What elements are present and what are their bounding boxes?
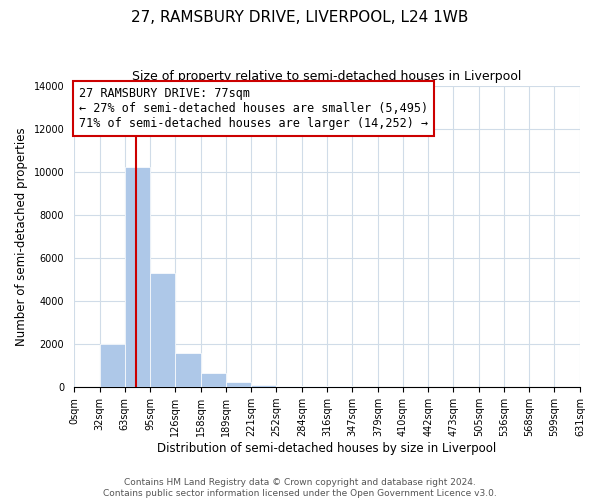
X-axis label: Distribution of semi-detached houses by size in Liverpool: Distribution of semi-detached houses by … <box>157 442 497 455</box>
Bar <box>125 168 150 387</box>
Bar <box>276 386 302 387</box>
Text: Contains HM Land Registry data © Crown copyright and database right 2024.
Contai: Contains HM Land Registry data © Crown c… <box>103 478 497 498</box>
Bar <box>150 273 175 387</box>
Bar <box>251 385 276 387</box>
Bar <box>175 352 201 387</box>
Bar <box>302 386 328 387</box>
Bar <box>328 386 352 387</box>
Text: 27, RAMSBURY DRIVE, LIVERPOOL, L24 1WB: 27, RAMSBURY DRIVE, LIVERPOOL, L24 1WB <box>131 10 469 25</box>
Bar <box>226 382 251 387</box>
Y-axis label: Number of semi-detached properties: Number of semi-detached properties <box>15 127 28 346</box>
Title: Size of property relative to semi-detached houses in Liverpool: Size of property relative to semi-detach… <box>133 70 522 83</box>
Bar <box>100 344 125 387</box>
Bar <box>201 373 226 387</box>
Text: 27 RAMSBURY DRIVE: 77sqm
← 27% of semi-detached houses are smaller (5,495)
71% o: 27 RAMSBURY DRIVE: 77sqm ← 27% of semi-d… <box>79 87 428 130</box>
